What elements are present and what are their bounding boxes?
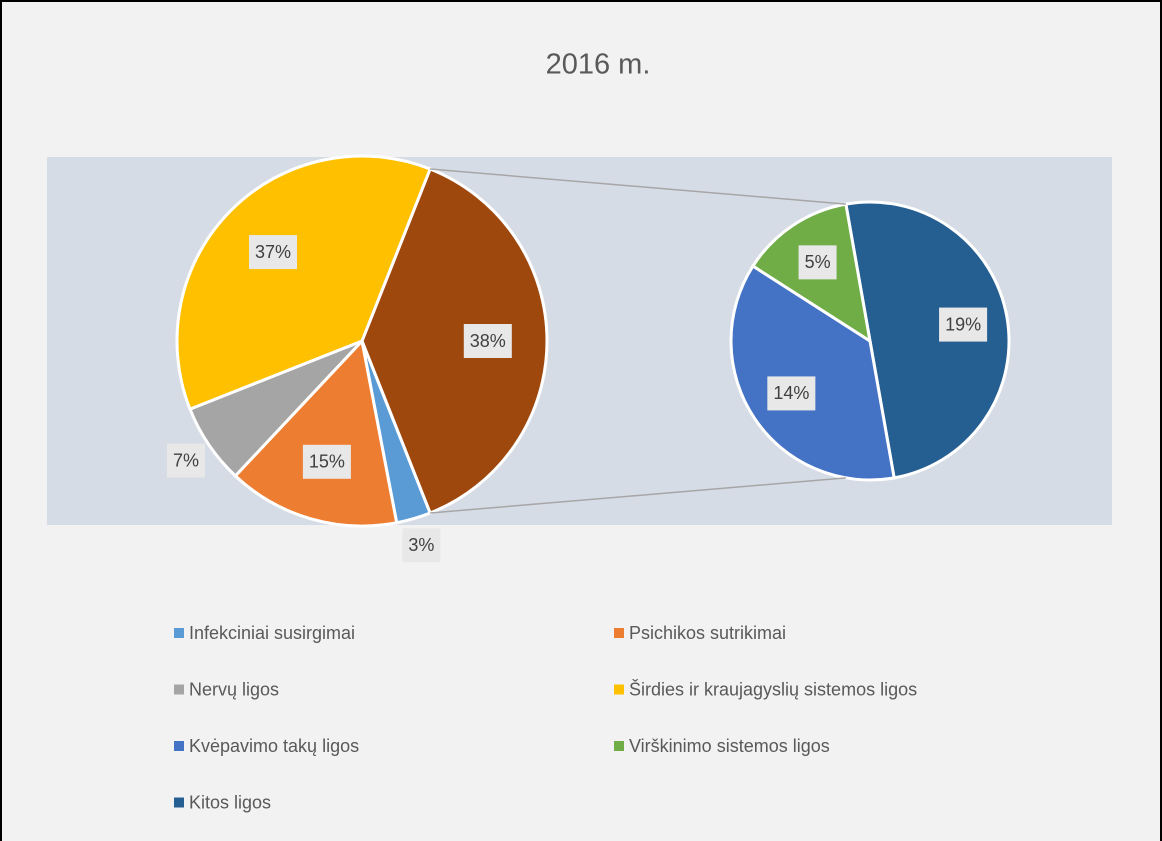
pie-slice [175,154,433,412]
data-label-bg [302,444,351,479]
pie-slice [729,263,896,482]
data-label-bg [402,528,441,563]
legend-marker [174,628,184,638]
legend-label: Širdies ir kraujagyslių sistemos ligos [629,678,917,699]
legend-marker [174,684,184,695]
pie-slice [360,167,549,515]
data-label-bg [463,324,512,358]
chart-title: 2016 m. [546,49,651,81]
legend-label: Psichikos sutrikimai [629,623,786,643]
legend-label: Nervų ligos [189,679,279,699]
connector-line [430,168,846,205]
data-label: 37% [255,242,291,262]
data-label: 5% [805,252,831,272]
legend-label: Infekciniai susirgimai [189,623,355,643]
legend-marker [614,684,624,695]
data-label: 3% [408,535,434,555]
legend-marker [174,797,184,808]
connector-line [430,477,846,514]
data-label-bg [767,376,816,411]
data-label-bg [249,235,298,270]
legend-marker [174,741,184,751]
legend-label: Kvėpavimo takų ligos [189,736,359,756]
legend-label: Virškinimo sistemos ligos [629,736,830,756]
data-label: 7% [173,450,199,470]
data-label-bg [798,245,837,280]
data-label: 15% [309,452,345,472]
legend-marker [614,741,624,751]
data-label: 19% [945,314,981,334]
data-label: 38% [470,331,506,351]
pie-slice [844,200,1011,480]
pie-slice [233,337,399,528]
legend-label: Kitos ligos [189,792,271,812]
data-label: 14% [773,383,809,403]
data-label-bg [939,307,988,342]
data-label-bg [167,443,206,478]
legend-marker [614,628,624,638]
